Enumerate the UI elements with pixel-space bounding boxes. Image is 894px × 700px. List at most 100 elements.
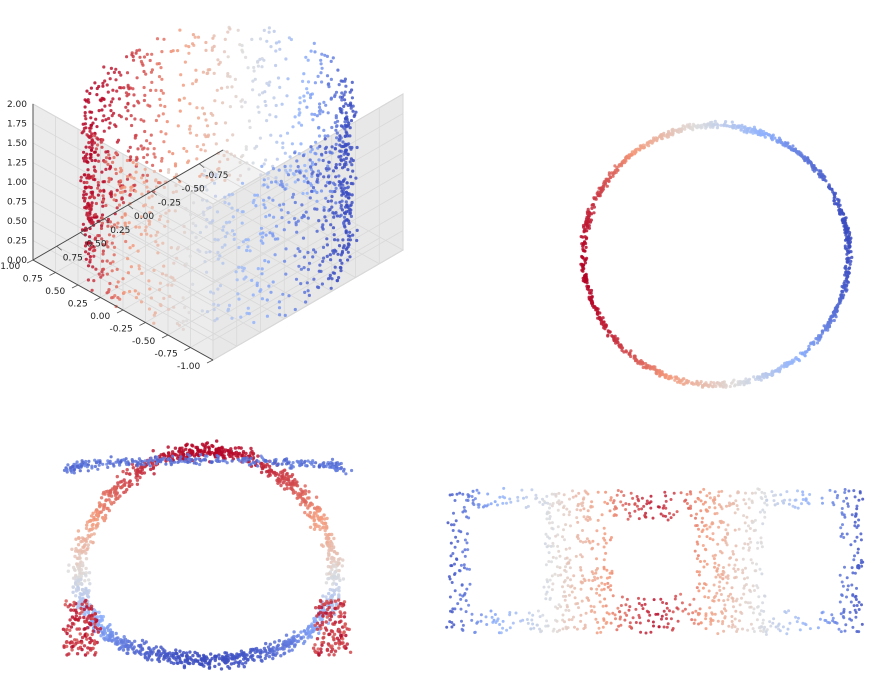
data-point — [256, 464, 260, 468]
data-point — [322, 175, 326, 179]
data-point — [479, 613, 483, 617]
data-point — [716, 573, 720, 577]
data-point — [171, 454, 175, 458]
data-point — [172, 305, 176, 309]
data-point — [277, 473, 281, 477]
data-point — [340, 95, 344, 99]
data-point — [847, 250, 851, 254]
data-point — [323, 53, 327, 57]
data-point — [570, 618, 574, 622]
data-point — [718, 384, 722, 388]
data-point — [465, 532, 469, 536]
data-point — [708, 122, 713, 127]
data-point — [813, 166, 817, 170]
data-point — [77, 567, 81, 571]
data-point — [240, 48, 244, 52]
data-point — [238, 43, 242, 47]
data-point — [97, 463, 101, 467]
data-point — [92, 639, 97, 643]
data-point — [547, 560, 551, 563]
data-point — [853, 571, 857, 575]
data-point — [299, 123, 304, 127]
data-point — [168, 651, 172, 655]
data-point — [306, 496, 310, 500]
data-point — [109, 190, 113, 194]
data-point — [680, 127, 684, 131]
data-point — [690, 126, 695, 131]
data-point — [310, 147, 314, 152]
data-point — [96, 143, 100, 147]
data-point — [340, 261, 344, 265]
data-point — [157, 649, 161, 654]
data-point — [289, 164, 293, 168]
data-point — [567, 618, 571, 622]
data-point — [100, 138, 104, 142]
data-point — [324, 103, 328, 107]
data-point — [90, 158, 94, 163]
data-point — [705, 124, 709, 128]
data-point — [226, 30, 230, 34]
data-point — [77, 466, 81, 470]
data-point — [82, 644, 87, 648]
data-point — [106, 90, 110, 94]
data-point — [331, 169, 336, 173]
data-point — [75, 638, 79, 642]
data-point — [84, 574, 88, 578]
data-point — [221, 101, 225, 105]
data-point — [124, 117, 129, 121]
data-point — [110, 114, 114, 118]
data-point — [264, 465, 268, 469]
data-point — [64, 599, 68, 603]
data-point — [704, 381, 708, 385]
data-point — [116, 483, 120, 488]
data-point — [127, 92, 131, 96]
data-point — [281, 141, 285, 145]
data-point — [163, 649, 167, 653]
data-point — [841, 290, 845, 294]
data-point — [586, 220, 590, 224]
data-point — [223, 200, 227, 205]
data-point — [88, 640, 92, 645]
y-tick-label: -0.75 — [154, 349, 177, 359]
data-point — [247, 167, 251, 171]
data-point — [213, 664, 217, 669]
data-point — [142, 119, 146, 123]
data-point — [342, 165, 346, 169]
data-point — [149, 296, 153, 300]
data-point — [321, 223, 325, 227]
data-point — [317, 604, 321, 609]
data-point — [817, 172, 821, 176]
data-point — [655, 139, 659, 143]
data-point — [187, 311, 191, 315]
data-point — [313, 643, 317, 647]
data-point — [505, 628, 509, 632]
data-point — [309, 150, 313, 154]
data-point — [108, 121, 112, 125]
data-point — [312, 277, 316, 281]
data-point — [89, 518, 93, 523]
data-point — [64, 640, 69, 645]
data-point — [112, 155, 116, 160]
data-point — [241, 240, 245, 244]
data-point — [272, 215, 276, 219]
data-point — [152, 321, 156, 325]
data-point — [324, 167, 328, 171]
data-point — [853, 524, 857, 528]
data-point — [327, 181, 331, 185]
data-point — [182, 96, 186, 100]
z-tick-label: 1.00 — [7, 178, 27, 188]
data-point — [259, 470, 264, 475]
data-point — [324, 581, 329, 585]
data-point — [668, 375, 672, 379]
data-point — [317, 506, 321, 510]
data-point — [248, 650, 252, 655]
data-point — [250, 278, 254, 282]
data-point — [277, 300, 281, 304]
data-point — [246, 245, 250, 249]
data-point — [173, 209, 177, 213]
data-point — [334, 128, 338, 132]
data-point — [150, 462, 155, 466]
data-point — [290, 648, 294, 652]
data-point — [120, 215, 124, 219]
data-point — [246, 657, 250, 662]
